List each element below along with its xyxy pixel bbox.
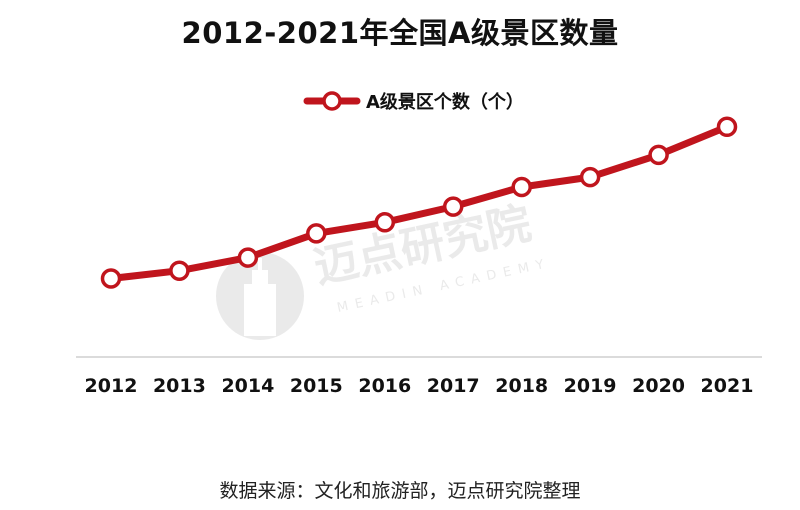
x-tick-label-2020: 2020 xyxy=(632,375,685,397)
data-point-2019 xyxy=(579,166,601,188)
x-tick-label-2016: 2016 xyxy=(358,375,411,397)
x-tick-label-2021: 2021 xyxy=(701,375,754,397)
data-point-2012 xyxy=(100,268,122,289)
data-point-2021 xyxy=(716,116,738,138)
data-point-2018 xyxy=(511,176,532,198)
legend-label: A级景区个数（个） xyxy=(366,91,524,113)
data-point-2014 xyxy=(237,247,259,268)
legend: A级景区个数（个） xyxy=(303,91,524,113)
meadin-logo-icon xyxy=(216,252,304,340)
data-point-2015 xyxy=(306,223,327,244)
chart-title: 2012-2021年全国A级景区数量 xyxy=(181,16,619,50)
data-point-2017 xyxy=(442,196,464,217)
x-tick-label-2017: 2017 xyxy=(427,375,480,397)
data-point-2013 xyxy=(169,260,190,281)
series-layer xyxy=(100,116,738,289)
legend-marker xyxy=(322,91,342,111)
x-tick-label-2019: 2019 xyxy=(564,375,617,397)
x-tick-label-2015: 2015 xyxy=(290,375,343,397)
data-point-2016 xyxy=(374,212,396,233)
x-tick-label-2013: 2013 xyxy=(153,375,206,397)
series-line xyxy=(107,123,731,282)
x-tick-label-2014: 2014 xyxy=(221,375,274,397)
x-tick-label-2018: 2018 xyxy=(495,375,548,397)
data-point-2020 xyxy=(648,144,669,166)
x-tick-labels: 2012 2013 2014 2015 2016 2017 2018 2019 2020 2021 xyxy=(85,375,754,397)
source-note: 数据来源：文化和旅游部，迈点研究院整理 xyxy=(219,480,581,502)
x-tick-label-2012: 2012 xyxy=(85,375,138,397)
